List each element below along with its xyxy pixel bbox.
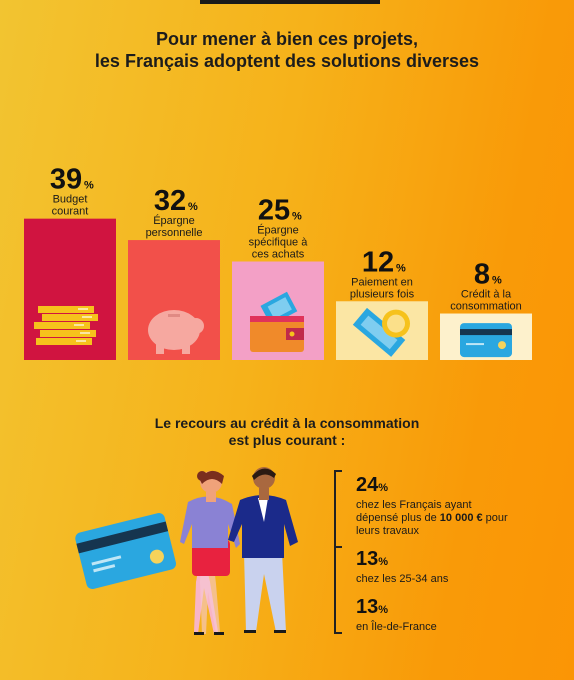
credit-subtitle: Le recours au crédit à la consommation e…: [0, 415, 574, 449]
bar-label: Épargne: [257, 224, 299, 237]
bar-label: Paiement en: [351, 276, 413, 288]
bracket-tick: [334, 632, 342, 634]
wallet-icon: [250, 291, 304, 352]
banknotes-coin-icon: [352, 307, 410, 357]
credit-card-icon: [460, 323, 512, 358]
stats-bracket: [334, 470, 342, 634]
stat-item: 13% en Île-de-France: [356, 596, 556, 634]
bar-label: ces achats: [252, 249, 305, 261]
title-line-2: les Français adoptent des solutions dive…: [94, 51, 480, 71]
piggy-bank-icon: [148, 310, 204, 354]
bar-value: 32: [154, 185, 186, 217]
bracket-tick: [334, 546, 342, 548]
bar-unit: %: [188, 201, 198, 213]
bar-value: 12: [362, 246, 394, 278]
bar-label: Épargne: [153, 214, 195, 227]
bar-label: spécifique à: [249, 237, 309, 249]
subtitle-line-2: est plus courant :: [228, 432, 346, 448]
stat-text: chez les 25-34 ans: [356, 573, 449, 585]
bar-label: plusieurs fois: [350, 288, 415, 300]
bar-label: personnelle: [146, 227, 203, 239]
bar-label: courant: [52, 206, 89, 218]
bar-value: 39: [50, 164, 82, 196]
subtitle-line-1: Le recours au crédit à la consommation: [154, 415, 420, 431]
bar-unit: %: [492, 275, 502, 287]
bar-value: 25: [258, 195, 290, 227]
stat-item: 13% chez les 25-34 ans: [356, 548, 556, 586]
man-figure: [228, 467, 298, 633]
woman-figure: [180, 470, 240, 635]
bar-label: consommation: [450, 301, 522, 313]
bar-unit: %: [396, 262, 406, 274]
title-line-1: Pour mener à bien ces projets,: [155, 29, 419, 49]
stat-value: 13%: [356, 596, 389, 618]
couple-with-card-illustration: [75, 467, 298, 635]
bar-unit: %: [292, 211, 302, 223]
bar-label: Budget: [53, 194, 88, 206]
stat-value: 24%: [356, 474, 389, 496]
coins-icon: [34, 306, 98, 345]
top-accent-bar: [200, 0, 380, 4]
stat-value: 13%: [356, 548, 389, 570]
stat-text: chez les Français ayant dépensé plus de …: [356, 499, 508, 537]
stat-text: en Île-de-France: [356, 621, 437, 633]
bracket-tick: [334, 470, 342, 472]
bar-value: 8: [474, 259, 490, 291]
stat-item: 24% chez les Français ayant dépensé plus…: [356, 474, 556, 538]
bar-unit: %: [84, 180, 94, 192]
credit-card-icon: [75, 513, 177, 590]
bar-label: Crédit à la: [461, 289, 512, 301]
page-title: Pour mener à bien ces projets, les Franç…: [0, 28, 574, 72]
